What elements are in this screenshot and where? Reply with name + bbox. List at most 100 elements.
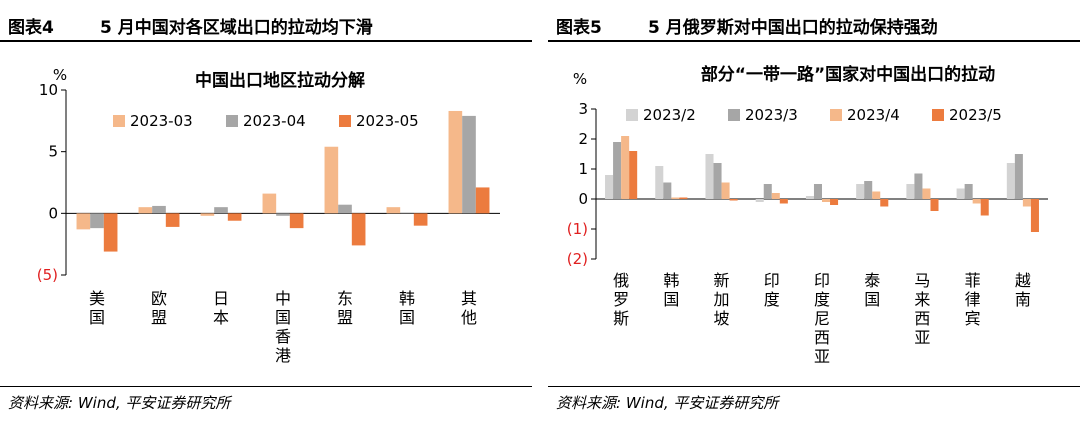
x-category-label: 印: [814, 271, 830, 290]
x-category-label: 盟: [151, 308, 167, 327]
x-category-label: 他: [461, 308, 477, 327]
bar-2023-04-东盟: [338, 204, 352, 214]
x-category-label: 韩: [399, 289, 415, 308]
bar-2023/5-新加坡: [729, 199, 738, 201]
bar-2023-04-中国香港: [276, 213, 290, 216]
bar-2023-05-韩国: [413, 213, 428, 226]
y-tick-label: 1: [578, 160, 588, 178]
bar-2023/2-泰国: [856, 184, 865, 199]
x-category-label: 港: [275, 346, 291, 365]
bar-2023/4-新加坡: [721, 182, 730, 199]
bar-2023/5-马来西亚: [930, 199, 939, 211]
legend-label-2023/4: 2023/4: [847, 106, 900, 124]
figure-5-header: 图表5 5 月俄罗斯对中国出口的拉动保持强劲: [548, 10, 1080, 42]
source-note: 资料来源: Wind, 平安证券研究所: [548, 386, 1080, 417]
bar-2023-05-美国: [103, 213, 118, 252]
legend-swatch-2023-05: [339, 115, 351, 127]
x-category-label: 马: [914, 271, 930, 290]
source-text: 资料来源: Wind, 平安证券研究所: [556, 394, 779, 412]
bar-2023-03-东盟: [324, 146, 339, 214]
x-category-label: 宾: [965, 309, 981, 328]
bar-2023/2-马来西亚: [906, 184, 915, 199]
bar-2023/5-韩国: [679, 197, 688, 199]
figure-number: 图表4: [8, 18, 54, 38]
x-category-label: 新: [714, 271, 730, 290]
bar-2023/4-菲律宾: [972, 199, 981, 204]
bar-2023-03-韩国: [386, 207, 401, 214]
bar-2023/4-韩国: [671, 197, 680, 199]
x-category-label: 俄: [613, 271, 629, 290]
chart-title: 中国出口地区拉动分解: [195, 70, 365, 91]
legend-swatch-2023-03: [113, 115, 125, 127]
x-category-label: 国: [663, 290, 679, 309]
y-tick-label: 0: [578, 190, 588, 208]
x-category-label: 香: [275, 327, 291, 346]
bar-2023-04-日本: [214, 207, 228, 214]
belt-road-export-chart: 部分“一带一路”国家对中国出口的拉动%3210(1)(2)俄罗斯韩国新加坡印度印…: [567, 64, 1048, 366]
x-category-label: 度: [814, 290, 830, 309]
y-unit-label: %: [573, 70, 587, 88]
x-category-label: 盟: [337, 308, 353, 327]
bar-2023-04-欧盟: [152, 205, 166, 214]
bar-2023/5-印度: [779, 199, 788, 204]
x-category-label: 坡: [714, 309, 730, 328]
x-category-label: 中: [275, 289, 291, 308]
bar-2023/3-印度: [763, 184, 772, 199]
bar-2023/5-印度尼西亚: [830, 199, 839, 205]
y-tick-label: 2: [578, 130, 588, 148]
x-category-label: 国: [399, 308, 415, 327]
legend-swatch-2023-04: [226, 115, 238, 127]
bar-2023-03-日本: [200, 213, 215, 216]
bar-2023/5-菲律宾: [980, 199, 989, 216]
bar-2023/3-俄罗斯: [613, 142, 622, 199]
bar-2023/2-越南: [1006, 163, 1015, 199]
x-category-label: 本: [213, 308, 229, 327]
x-category-label: 斯: [613, 309, 629, 328]
y-tick-label: 5: [48, 143, 58, 161]
legend-swatch-2023/4: [830, 109, 842, 121]
bar-2023/3-印度尼西亚: [813, 184, 822, 199]
legend-swatch-2023/3: [728, 109, 740, 121]
x-category-label: 国: [89, 308, 105, 327]
bar-2023-03-其他: [448, 110, 463, 214]
bar-2023/3-韩国: [663, 182, 672, 199]
x-category-label: 泰: [864, 271, 880, 290]
x-category-label: 东: [337, 289, 353, 308]
source-text: 资料来源: Wind, 平安证券研究所: [8, 394, 231, 412]
x-category-label: 加: [714, 290, 730, 309]
bar-2023/2-印度尼西亚: [805, 196, 814, 199]
x-category-label: 亚: [914, 328, 930, 347]
bar-2023/2-菲律宾: [956, 188, 965, 199]
x-category-label: 西: [814, 328, 830, 347]
bar-2023/4-俄罗斯: [621, 136, 630, 199]
figure-title: 5 月中国对各区域出口的拉动均下滑: [100, 18, 373, 38]
legend-label-2023/5: 2023/5: [949, 106, 1002, 124]
x-category-label: 国: [864, 290, 880, 309]
x-category-label: 南: [1015, 290, 1031, 309]
bar-2023-05-日本: [227, 213, 242, 221]
x-category-label: 菲: [965, 271, 981, 290]
x-category-label: 欧: [151, 289, 167, 308]
legend-label-2023/3: 2023/3: [745, 106, 798, 124]
bar-2023/2-韩国: [655, 166, 664, 199]
bar-2023-04-其他: [462, 115, 476, 214]
y-tick-label: 3: [578, 100, 588, 118]
bar-2023/4-印度尼西亚: [822, 199, 831, 202]
x-category-label: 美: [89, 289, 105, 308]
bar-2023-03-美国: [76, 213, 91, 230]
x-category-label: 国: [275, 308, 291, 327]
x-category-label: 尼: [814, 309, 830, 328]
bar-2023-05-中国香港: [289, 213, 304, 229]
bar-2023/2-新加坡: [705, 154, 714, 199]
legend-swatch-2023/2: [626, 109, 638, 121]
y-tick-label: (1): [567, 220, 588, 238]
bar-2023/3-泰国: [864, 181, 873, 199]
bar-2023/4-马来西亚: [922, 188, 931, 199]
bar-2023/3-菲律宾: [964, 184, 973, 199]
bar-2023/4-泰国: [872, 191, 881, 199]
bar-2023-05-东盟: [351, 213, 366, 246]
legend-swatch-2023/5: [932, 109, 944, 121]
x-category-label: 韩: [663, 271, 679, 290]
bar-2023-05-其他: [475, 187, 490, 214]
